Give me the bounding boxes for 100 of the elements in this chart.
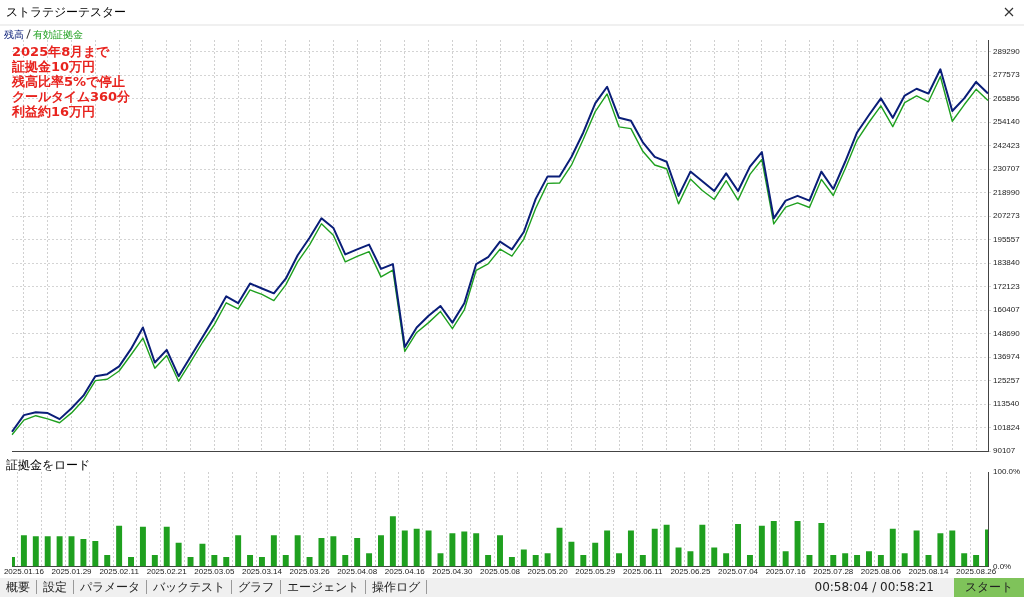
text: スタート (954, 578, 1024, 597)
x-tick-label: 2025.04.30 (432, 567, 473, 577)
bar (485, 555, 492, 567)
bar (687, 551, 694, 567)
x-tick-label: 2025.08.06 (860, 567, 902, 577)
x-tick-label: 2025.05.08 (479, 567, 521, 577)
text: 残高 (4, 29, 24, 40)
bar (973, 555, 980, 567)
bar (318, 538, 325, 567)
bar (961, 553, 968, 567)
bar (139, 526, 146, 567)
bar (44, 536, 51, 567)
bar (532, 555, 539, 567)
x-tick-label: 2025.07.04 (718, 567, 759, 577)
bar (580, 555, 587, 567)
text: グラフ (232, 580, 281, 594)
bar (675, 547, 682, 567)
bar (211, 555, 218, 567)
bar (937, 533, 944, 567)
bar (175, 542, 182, 567)
bar (866, 551, 872, 567)
x-tick-label: 2025.07.28 (813, 567, 854, 577)
x-tick-label: 2025.02.21 (146, 567, 188, 577)
bar (794, 521, 801, 567)
bar (818, 522, 825, 567)
y-tick-label: 242423 (993, 140, 1021, 150)
bar (568, 541, 575, 567)
bar (413, 528, 420, 567)
y-tick-label: 172123 (993, 281, 1021, 291)
bar (604, 530, 611, 567)
bar (461, 531, 468, 567)
bar (354, 538, 361, 567)
x-tick-label: 2025.03.05 (194, 567, 235, 577)
text: 00:58:04 / 00:58:21 (813, 579, 935, 596)
bar (627, 530, 634, 567)
bar (223, 556, 230, 567)
text: 概要 (0, 580, 37, 594)
x-tick-label: 2025.02.11 (99, 567, 140, 577)
y-tick-label: 148690 (993, 328, 1021, 338)
text: エージェント (281, 580, 366, 594)
annotation: クールタイム360分 (12, 89, 131, 104)
bar (616, 553, 622, 567)
x-tick-label: 2025.03.14 (241, 567, 283, 577)
bar (235, 535, 242, 567)
bar (163, 526, 170, 567)
x-tick-label: 2025.01.16 (3, 567, 45, 577)
bar (294, 535, 301, 567)
y-tick-label: 277573 (993, 70, 1021, 80)
x-tick-label: 2025.01.29 (51, 567, 93, 577)
text: 設定 (37, 580, 74, 594)
bar (473, 533, 480, 567)
bar (651, 528, 658, 567)
bar (449, 533, 456, 567)
y-tick-label: 183840 (993, 258, 1021, 268)
bar (80, 539, 87, 567)
bar (401, 530, 408, 567)
text: 有効証拠金 (33, 29, 83, 40)
bar (913, 530, 920, 567)
y-tick-label: 90107 (993, 446, 1016, 456)
text: パラメータ (74, 580, 147, 594)
bar (735, 523, 742, 567)
bar (199, 543, 206, 567)
bar (830, 555, 837, 567)
text: ストラテジーテスター (5, 5, 126, 19)
y-tick-label: 289290 (993, 46, 1021, 56)
y-tick-label: 160407 (993, 305, 1021, 315)
annotation: 証拠金10万円 (12, 59, 97, 74)
y-tick-label: 125257 (993, 375, 1021, 385)
bar (782, 551, 789, 567)
x-tick-label: 2025.03.26 (289, 567, 331, 577)
y-tick-label: 218990 (993, 187, 1021, 197)
x-tick-label: 2025.06.25 (670, 567, 712, 577)
bar (282, 555, 289, 567)
bar (92, 540, 99, 567)
bar (104, 555, 111, 567)
bar (270, 535, 277, 567)
x-tick-label: 2025.05.20 (527, 567, 569, 577)
x-tick-label: 2025.05.29 (575, 567, 616, 577)
bar (663, 524, 670, 567)
y-tick-label: 195557 (993, 234, 1021, 244)
bar (949, 530, 956, 567)
bar (746, 555, 753, 567)
bar (770, 521, 777, 567)
annotation: 利益約16万円 (12, 104, 97, 119)
bar (699, 524, 706, 567)
bar (544, 553, 551, 567)
y-tick-label: 113540 (993, 399, 1020, 409)
bar (306, 556, 313, 567)
bar (842, 553, 849, 567)
x-tick-label: 2025.04.08 (337, 567, 378, 577)
bar (723, 553, 730, 567)
bar (497, 535, 503, 567)
bar (520, 549, 527, 567)
x-tick-label: 2025.08.14 (908, 567, 950, 577)
bar (151, 555, 158, 567)
bar (20, 535, 27, 567)
bar (56, 536, 63, 567)
bar (877, 555, 884, 567)
y-tick-label: 207273 (993, 211, 1021, 221)
bar (258, 556, 265, 567)
